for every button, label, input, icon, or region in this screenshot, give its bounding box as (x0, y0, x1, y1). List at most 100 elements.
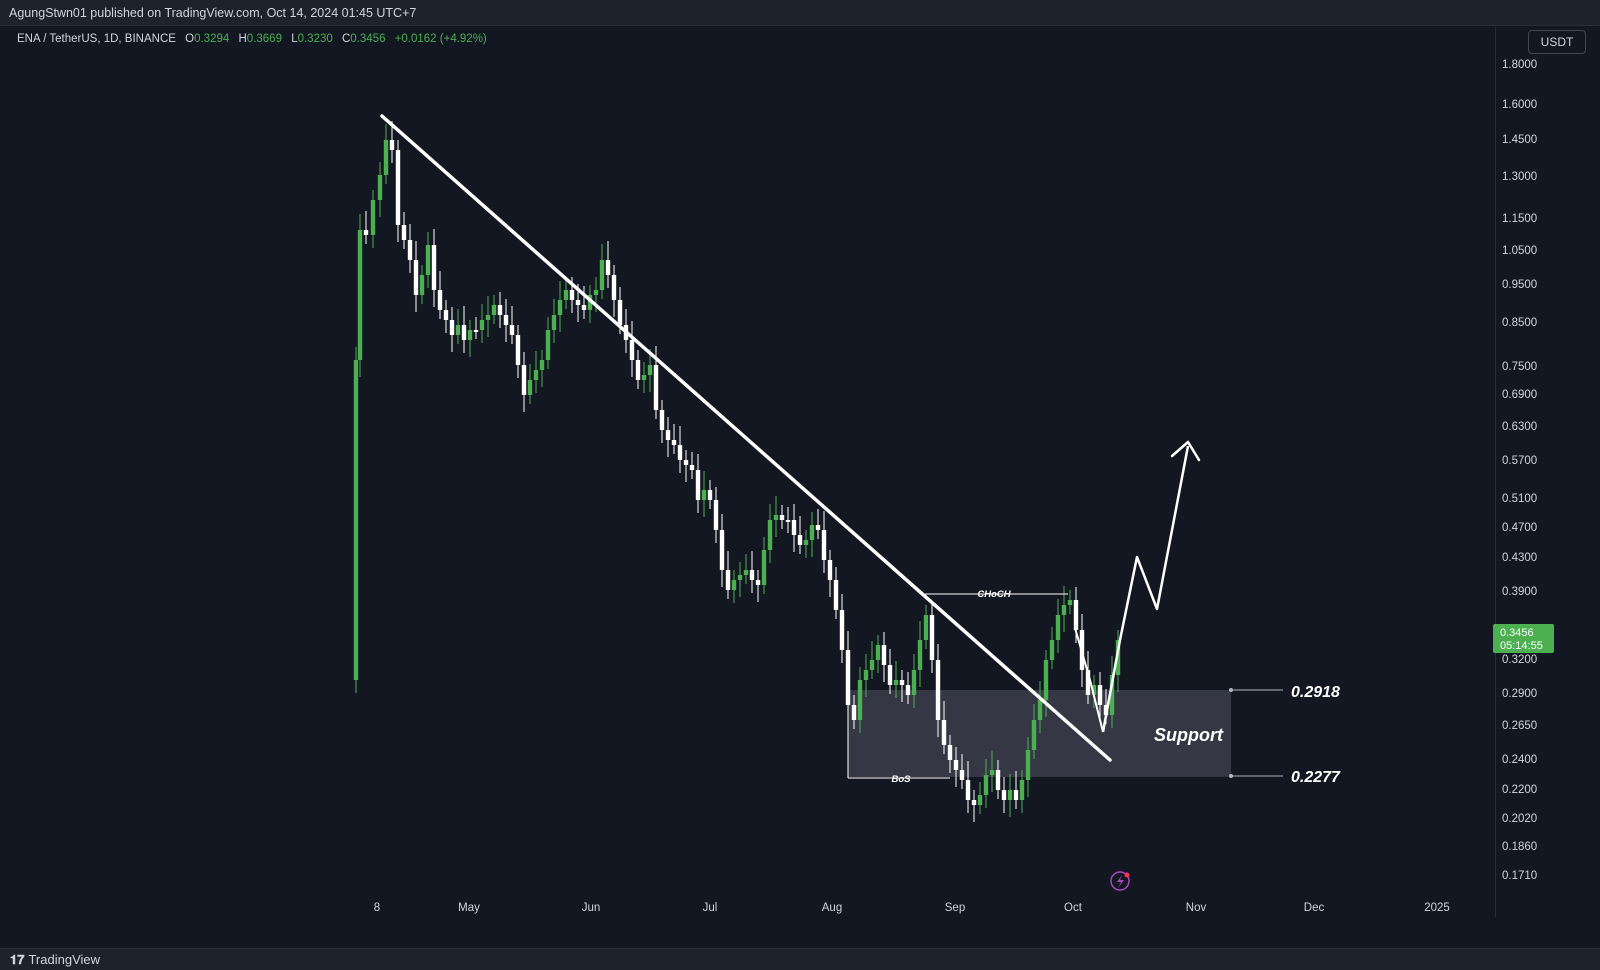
choch-label: CHoCH (977, 589, 1011, 600)
change-value: +0.0162 (+4.92%) (394, 33, 487, 45)
brand-name: TradingView (28, 952, 101, 967)
candle-body (503, 315, 509, 325)
candle-body (425, 245, 431, 275)
candle-body (773, 515, 779, 520)
price-axis[interactable] (1495, 27, 1590, 917)
y-tick-label: 0.2400 (1502, 754, 1537, 766)
candle-body (629, 340, 635, 360)
x-tick-label: May (458, 902, 480, 914)
y-tick-label: 0.1860 (1502, 841, 1537, 853)
x-tick-label: Jul (703, 902, 718, 914)
candle-body (983, 775, 989, 795)
last-price-value: 0.3456 (1500, 627, 1534, 639)
candle-body (953, 760, 959, 770)
candle-body (1055, 615, 1061, 640)
candle-body (905, 685, 911, 695)
candle-body (827, 560, 833, 580)
candle-body (467, 330, 473, 340)
lightning-icon (1110, 871, 1130, 891)
candle-body (533, 370, 539, 380)
symbol-legend[interactable]: ENA / TetherUS, 1D, BINANCE O0.3294 H0.3… (17, 33, 487, 45)
candle-body (755, 580, 761, 585)
candle-body (803, 540, 809, 545)
candle-body (785, 520, 791, 522)
x-tick-label: 2025 (1424, 902, 1450, 914)
candle-body (815, 525, 821, 530)
candle-body (695, 470, 701, 500)
candle-body (497, 305, 503, 315)
candlesticks (353, 121, 1121, 822)
x-tick-label: Nov (1186, 902, 1207, 914)
support-label: Support (1154, 725, 1224, 745)
candle-body (833, 580, 839, 610)
high-label: H (238, 33, 247, 45)
candle-body (911, 670, 917, 695)
candle-body (923, 615, 929, 640)
x-tick-label: 8 (374, 902, 380, 914)
candle-body (641, 375, 647, 380)
y-axis-labels: 1.8000 1.6000 1.4500 1.3000 1.1500 1.0500 0.95… (1502, 59, 1537, 882)
candle-body (1013, 790, 1019, 800)
publish-bar: AgungStwn01 published on TradingView.com… (0, 0, 1600, 26)
candle-body (575, 300, 581, 305)
candle-body (357, 230, 363, 360)
support-top-value: 0.2918 (1291, 684, 1340, 701)
candle-body (1031, 720, 1037, 750)
candle-body (521, 365, 527, 395)
support-bottom-value: 0.2277 (1291, 769, 1341, 786)
y-tick-label: 0.4300 (1502, 552, 1537, 564)
candle-body (353, 360, 359, 680)
candle-body (1067, 600, 1073, 605)
candle-body (1037, 700, 1043, 720)
candle-body (455, 325, 461, 335)
y-tick-label: 0.2200 (1502, 784, 1537, 796)
candle-body (605, 260, 611, 275)
candle-body (863, 670, 869, 680)
x-tick-label: Sep (945, 902, 965, 914)
candle-body (719, 530, 725, 570)
candle-body (713, 500, 719, 530)
candle-body (821, 530, 827, 560)
low-label: L (291, 33, 298, 45)
y-tick-label: 0.3900 (1502, 586, 1537, 598)
open-label: O (185, 33, 195, 45)
y-tick-label: 0.2650 (1502, 720, 1537, 732)
candle-body (797, 535, 803, 545)
y-tick-label: 0.3200 (1502, 654, 1537, 666)
candle-body (1091, 685, 1097, 695)
candle-body (1085, 670, 1091, 695)
high-value: 0.3669 (246, 33, 282, 45)
candle-body (407, 240, 413, 260)
candle-body (779, 515, 785, 520)
symbol-pair[interactable]: ENA / TetherUS, 1D, BINANCE (17, 33, 176, 45)
candle-body (1007, 790, 1013, 800)
candle-body (893, 680, 899, 685)
published-text: AgungStwn01 published on TradingView.com… (9, 6, 417, 20)
candle-body (887, 665, 893, 685)
candle-body (563, 290, 569, 300)
candle-body (431, 245, 437, 290)
brand[interactable]: 𝟏𝟕 TradingView (10, 952, 100, 968)
candle-body (1061, 605, 1067, 615)
footer-bar: 𝟏𝟕 TradingView (0, 948, 1600, 970)
candle-body (971, 800, 977, 805)
currency-selector[interactable]: USDT (1528, 30, 1586, 54)
candle-body (935, 660, 941, 720)
candle-body (671, 440, 677, 445)
y-tick-label: 1.4500 (1502, 134, 1537, 146)
candle-body (899, 680, 905, 685)
candle-body (1019, 780, 1025, 800)
close-value: 0.3456 (350, 33, 386, 45)
candle-body (479, 320, 485, 330)
y-tick-label: 0.6900 (1502, 389, 1537, 401)
candle-body (701, 490, 707, 500)
candle-body (737, 575, 743, 580)
candle-body (370, 200, 376, 235)
y-tick-label: 0.2900 (1502, 688, 1537, 700)
open-value: 0.3294 (194, 33, 230, 45)
candle-body (1097, 685, 1103, 705)
candle-body (791, 520, 797, 535)
bos-label: BoS (892, 774, 912, 785)
candle-body (989, 770, 995, 775)
